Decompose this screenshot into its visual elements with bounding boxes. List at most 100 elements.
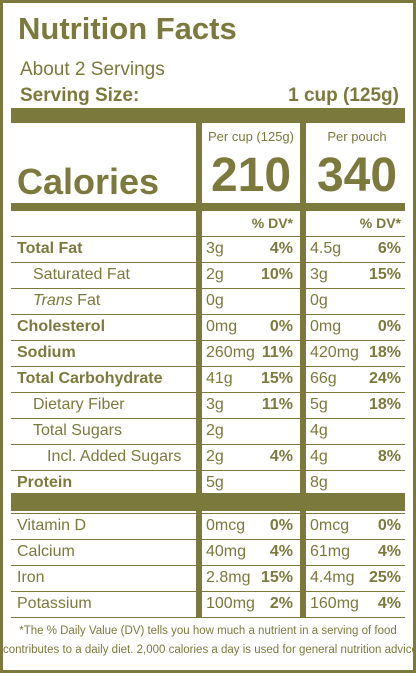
amount: 0g <box>206 292 224 309</box>
amount: 0mcg <box>206 517 246 534</box>
dv-header: % DV* <box>251 215 293 231</box>
amount: 2g <box>206 266 224 283</box>
amount: 0mg <box>310 318 342 335</box>
calories-label: Calories <box>17 161 160 202</box>
row-line <box>11 617 405 618</box>
row-line <box>11 565 405 566</box>
amount: 4.5g <box>310 240 342 257</box>
nutrient-name: Cholesterol <box>17 318 106 335</box>
row-line <box>11 513 405 514</box>
nutrient-name: Sodium <box>17 344 76 361</box>
nutrient-name: Potassium <box>17 595 92 612</box>
nutrient-name: Vitamin D <box>17 517 87 534</box>
dv-header: % DV* <box>359 215 401 231</box>
amount: 66g <box>310 370 337 387</box>
nutrient-name: Iron <box>17 569 45 586</box>
nutrient-name: Trans Fat <box>33 292 100 310</box>
serving-size-label: Serving Size: <box>20 85 140 106</box>
daily-value: 6% <box>377 240 401 257</box>
row-line <box>11 314 405 315</box>
nutrient-name-italic: Trans <box>33 292 73 309</box>
daily-value: 25% <box>368 569 401 586</box>
nutrient-name-rest: Fat <box>77 292 101 309</box>
amount: 0g <box>310 292 328 309</box>
amount: 3g <box>206 396 224 413</box>
title: Nutrition Facts <box>18 11 237 46</box>
daily-value: 18% <box>368 344 401 361</box>
daily-value: 11% <box>261 344 293 361</box>
daily-value: 24% <box>368 370 401 387</box>
column-header: Per pouch <box>327 129 387 144</box>
amount: 41g <box>206 370 233 387</box>
nutrient-name: Protein <box>17 474 73 491</box>
row-line <box>11 591 405 592</box>
row-line <box>11 539 405 540</box>
nutrient-name: Dietary Fiber <box>33 396 125 413</box>
daily-value: 15% <box>260 569 293 586</box>
daily-value: 4% <box>377 595 401 612</box>
amount: 4g <box>310 448 328 465</box>
daily-value: 4% <box>377 543 401 560</box>
row-line <box>11 262 405 263</box>
footnote: contributes to a daily diet. 2,000 calor… <box>3 644 416 656</box>
column-divider <box>196 123 202 617</box>
row-line <box>11 236 405 237</box>
daily-value: 0% <box>377 318 401 335</box>
column-divider <box>300 123 306 617</box>
row-line <box>11 366 405 367</box>
amount: 0mcg <box>310 517 350 534</box>
nutrient-name: Total Sugars <box>33 422 122 439</box>
daily-value: 0% <box>269 517 293 534</box>
daily-value: 11% <box>261 396 293 413</box>
thick-bar <box>11 108 405 123</box>
amount: 5g <box>310 396 328 413</box>
servings: About 2 Servings <box>20 59 165 80</box>
daily-value: 0% <box>269 318 293 335</box>
amount: 2g <box>206 422 224 439</box>
amount: 2g <box>206 448 224 465</box>
thick-bar <box>11 493 405 511</box>
amount: 4.4mg <box>310 569 355 586</box>
amount: 4g <box>310 422 328 439</box>
daily-value: 4% <box>269 543 293 560</box>
amount: 8g <box>310 474 328 491</box>
row-line <box>11 392 405 393</box>
daily-value: 2% <box>269 595 293 612</box>
amount: 160mg <box>310 595 359 612</box>
amount: 40mg <box>206 543 247 560</box>
amount: 100mg <box>206 595 255 612</box>
amount: 260mg <box>206 344 255 361</box>
nutrient-name: Total Fat <box>17 240 83 257</box>
nutrient-name: Saturated Fat <box>33 266 130 283</box>
daily-value: 18% <box>368 396 401 413</box>
nutrient-name: Incl. Added Sugars <box>47 448 182 465</box>
nutrient-name: Calcium <box>17 543 75 560</box>
amount: 2.8mg <box>206 569 251 586</box>
footnote: *The % Daily Value (DV) tells you how mu… <box>19 625 397 637</box>
amount: 0mg <box>206 318 238 335</box>
row-line <box>11 444 405 445</box>
calories-value: 210 <box>210 149 292 202</box>
daily-value: 15% <box>260 370 293 387</box>
daily-value: 15% <box>368 266 401 283</box>
row-line <box>11 288 405 289</box>
row-line <box>11 340 405 341</box>
amount: 5g <box>206 474 224 491</box>
amount: 420mg <box>310 344 359 361</box>
calories-value: 340 <box>316 149 398 202</box>
nutrient-name: Total Carbohydrate <box>17 370 163 387</box>
daily-value: 10% <box>260 266 293 283</box>
daily-value: 8% <box>377 448 401 465</box>
daily-value: 4% <box>269 240 293 257</box>
thick-bar <box>11 203 405 211</box>
column-header: Per cup (125g) <box>208 129 294 144</box>
daily-value: 4% <box>269 448 293 465</box>
amount: 3g <box>310 266 328 283</box>
daily-value: 0% <box>377 517 401 534</box>
row-line <box>11 418 405 419</box>
amount: 3g <box>206 240 224 257</box>
row-line <box>11 470 405 471</box>
serving-size-value: 1 cup (125g) <box>288 85 399 106</box>
amount: 61mg <box>310 543 351 560</box>
